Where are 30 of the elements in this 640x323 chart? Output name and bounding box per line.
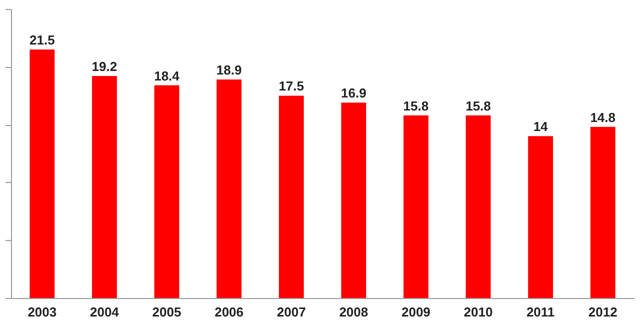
data-label: 17.5: [278, 78, 304, 94]
data-label: 16.9: [340, 86, 366, 101]
x-tick-label: 2006: [214, 304, 244, 320]
bar: [92, 76, 117, 298]
x-tick-label: 2012: [588, 304, 618, 320]
data-label: 18.4: [154, 68, 180, 84]
bar: [528, 136, 554, 298]
x-tick-label: 2005: [152, 304, 182, 320]
data-label: 21.5: [29, 32, 55, 48]
data-label: 15.8: [466, 98, 491, 114]
bar: [466, 115, 491, 298]
bar: [278, 96, 304, 298]
x-tick-label: 2007: [276, 304, 306, 320]
data-label: 14: [533, 119, 549, 134]
x-tick-label: 2009: [401, 304, 430, 320]
x-tick-label: 2011: [526, 304, 555, 320]
x-tick-label: 2004: [90, 304, 120, 320]
data-label: 15.8: [403, 98, 429, 114]
x-tick-label: 2010: [464, 304, 493, 320]
bar: [590, 126, 616, 298]
data-label: 18.9: [216, 62, 242, 78]
bar: [403, 115, 428, 298]
bar: [341, 102, 366, 298]
x-tick-label: 2003: [28, 304, 57, 320]
bar: [30, 49, 55, 298]
bar: [216, 80, 242, 298]
data-label: 14.8: [590, 110, 616, 125]
data-label: 19.2: [92, 59, 118, 74]
bar: [154, 85, 180, 298]
x-tick-label: 2008: [339, 304, 368, 320]
